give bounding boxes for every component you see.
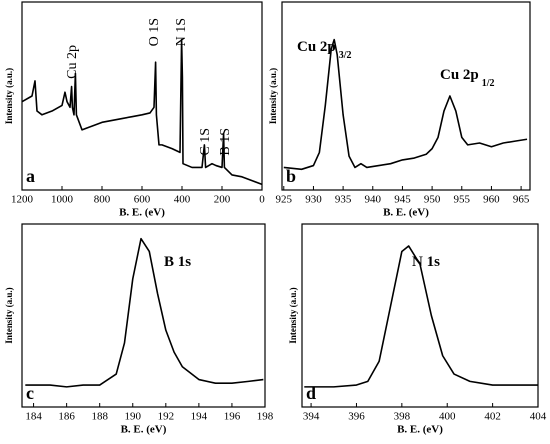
x-tick-label: 950 [424, 194, 441, 206]
peak-annotation: Cu 2p [65, 45, 80, 79]
x-axis-label: B. E. (eV) [383, 207, 429, 219]
peak-annotation: B 1S [218, 128, 233, 156]
x-tick-label: 1200 [11, 194, 34, 206]
x-tick-label: 925 [276, 194, 293, 206]
x-tick-label: 198 [257, 411, 274, 423]
panel-label: a [26, 166, 35, 186]
x-tick-label: 400 [439, 411, 456, 423]
x-axis-label: B. E. (eV) [397, 424, 443, 436]
plot-frame [281, 1, 531, 191]
spectrum-line [25, 237, 264, 388]
x-tick-label: 394 [303, 411, 320, 423]
x-tick-label: 1000 [51, 194, 74, 206]
spectrum-line [21, 38, 263, 186]
x-tick-label: 600 [134, 194, 151, 206]
annotation-text: O 1S [147, 18, 162, 46]
x-tick-label: 935 [335, 194, 352, 206]
x-tick-label: 965 [513, 194, 530, 206]
plot-frame [21, 223, 266, 408]
peak-annotation: Cu 2p1/2 [440, 67, 495, 89]
annotation-text: C 1S [198, 128, 213, 156]
x-tick-label: 945 [394, 194, 411, 206]
annotation-text: Cu 2p [440, 67, 479, 83]
y-axis-label: Intensity (a.u.) [4, 287, 14, 343]
annotation-subscript: 3/2 [339, 50, 352, 61]
spectrum-line [283, 38, 528, 171]
x-tick-label: 404 [530, 411, 547, 423]
x-tick-label: 930 [305, 194, 322, 206]
y-axis-label: Intensity (a.u.) [288, 287, 298, 343]
annotation-text: Cu 2p [297, 39, 336, 55]
y-axis-label: Intensity (a.u.) [268, 68, 278, 124]
panel-label: c [26, 383, 34, 403]
plot-frame [301, 223, 539, 408]
spectrum-line [304, 245, 538, 388]
x-tick-label: 955 [454, 194, 471, 206]
panel-label: b [286, 166, 296, 186]
x-tick-label: 186 [58, 411, 75, 423]
annotation-text: B 1s [164, 254, 191, 270]
peak-annotation: Cu 2p3/2 [297, 39, 352, 61]
x-tick-label: 192 [158, 411, 175, 423]
x-tick-label: 960 [483, 194, 500, 206]
y-axis-label: Intensity (a.u.) [4, 68, 14, 124]
peak-annotation: N 1S [174, 18, 189, 46]
peak-annotation: C 1S [198, 128, 213, 156]
peak-annotation: B 1s [164, 254, 191, 270]
peak-annotation: O 1S [147, 18, 162, 46]
x-tick-label: 196 [224, 411, 241, 423]
x-axis-label: B. E. (eV) [121, 424, 167, 436]
annotation-text: N 1s [412, 254, 440, 270]
annotation-subscript: 1/2 [482, 78, 495, 89]
x-tick-label: 398 [394, 411, 411, 423]
x-tick-label: 200 [214, 194, 231, 206]
x-tick-label: 190 [125, 411, 142, 423]
plot-frame [21, 1, 263, 191]
annotation-text: N 1S [174, 18, 189, 46]
panel-label: d [306, 383, 316, 403]
x-tick-label: 402 [484, 411, 501, 423]
peak-annotation: N 1s [412, 254, 440, 270]
x-tick-label: 184 [25, 411, 42, 423]
x-tick-label: 396 [348, 411, 365, 423]
x-tick-label: 194 [191, 411, 208, 423]
x-tick-label: 940 [365, 194, 382, 206]
x-tick-label: 188 [91, 411, 108, 423]
x-axis-label: B. E. (eV) [119, 207, 165, 219]
annotation-text: B 1S [218, 128, 233, 156]
x-tick-label: 0 [259, 194, 265, 206]
x-tick-label: 800 [94, 194, 111, 206]
annotation-text: Cu 2p [65, 45, 80, 79]
x-tick-label: 400 [174, 194, 191, 206]
